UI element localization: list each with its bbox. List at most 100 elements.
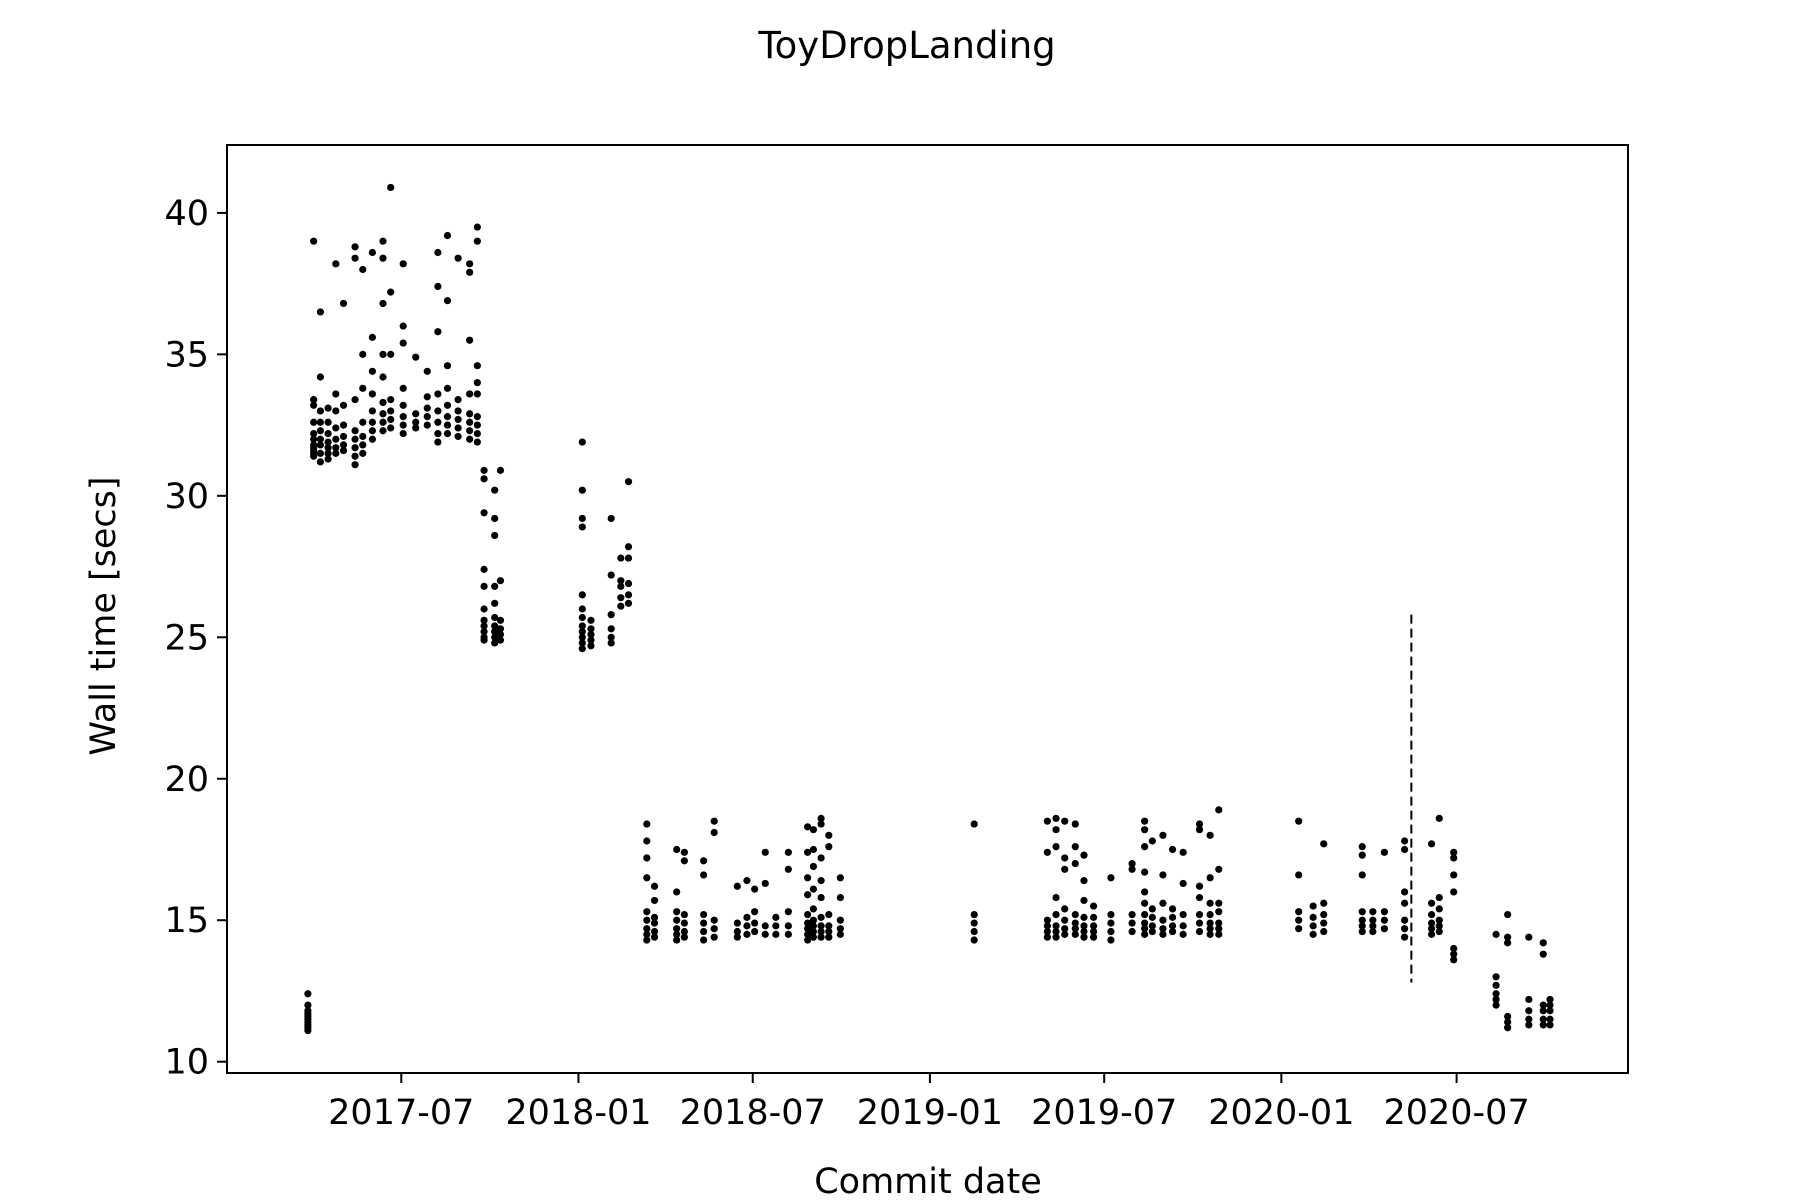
data-point — [443, 362, 452, 370]
data-point — [817, 893, 825, 902]
y-tick-label: 25 — [164, 618, 209, 658]
data-point — [443, 231, 452, 240]
data-point — [1427, 925, 1436, 933]
data-point — [578, 438, 586, 446]
data-point — [466, 268, 474, 276]
data-point — [480, 616, 488, 624]
data-point — [836, 925, 844, 933]
data-point — [379, 410, 387, 418]
data-point — [480, 509, 488, 517]
data-point — [316, 441, 324, 449]
data-point — [607, 514, 615, 523]
data-point — [700, 910, 708, 919]
data-point — [368, 248, 376, 257]
data-point — [434, 328, 442, 336]
data-point — [1141, 930, 1149, 938]
y-tick-label: 30 — [164, 477, 209, 517]
data-point — [1148, 837, 1156, 845]
data-point — [399, 384, 407, 392]
data-point — [1215, 930, 1223, 938]
data-point — [809, 845, 817, 854]
data-point — [1179, 922, 1187, 930]
data-point — [1539, 950, 1547, 958]
data-point — [423, 393, 431, 401]
data-point — [368, 333, 376, 341]
chart-title: ToyDropLanding — [757, 24, 1055, 67]
data-point — [1369, 922, 1377, 930]
data-point — [434, 438, 442, 446]
data-point — [480, 565, 488, 573]
data-point — [1369, 927, 1377, 936]
data-point — [643, 930, 651, 938]
data-point — [412, 410, 420, 418]
data-point — [1168, 927, 1177, 936]
data-point — [1401, 916, 1409, 924]
data-point — [473, 421, 481, 429]
data-point — [339, 441, 348, 449]
data-point — [1179, 910, 1187, 919]
data-point — [387, 288, 395, 296]
data-point — [466, 336, 474, 344]
data-point — [1215, 908, 1223, 916]
data-point — [1309, 913, 1317, 921]
data-point — [1358, 922, 1366, 930]
data-point — [351, 254, 359, 262]
data-point — [825, 922, 833, 930]
data-point — [1358, 916, 1366, 924]
data-point — [1080, 927, 1088, 936]
data-point — [1043, 922, 1051, 930]
data-point — [643, 820, 651, 828]
data-point — [578, 613, 586, 622]
data-point — [351, 435, 359, 443]
data-point — [809, 922, 817, 930]
data-point — [587, 616, 595, 624]
data-point — [443, 384, 452, 392]
data-point — [443, 401, 452, 409]
data-point — [434, 407, 442, 415]
data-point — [1295, 817, 1303, 825]
data-point — [1539, 1021, 1547, 1029]
data-point — [1052, 826, 1060, 834]
data-point — [1148, 905, 1156, 913]
data-point — [1206, 899, 1214, 907]
data-point — [1071, 930, 1079, 938]
data-point — [1215, 806, 1223, 814]
data-point — [1206, 831, 1214, 839]
data-point — [496, 466, 505, 474]
data-point — [1148, 927, 1156, 936]
data-point — [1546, 995, 1554, 1004]
data-point — [1195, 919, 1204, 927]
data-point — [1168, 845, 1177, 854]
data-point — [1061, 905, 1069, 913]
data-point — [970, 936, 978, 944]
data-point — [1358, 871, 1366, 879]
data-point — [332, 390, 340, 398]
data-point — [617, 582, 625, 590]
data-point — [624, 599, 633, 607]
data-point — [1052, 910, 1060, 919]
data-point — [700, 919, 708, 927]
data-point — [316, 308, 324, 316]
data-point — [359, 441, 367, 449]
data-point — [772, 913, 780, 921]
data-point — [399, 339, 407, 347]
data-point — [1128, 919, 1136, 927]
data-point — [733, 882, 741, 890]
data-point — [751, 908, 759, 916]
data-point — [680, 848, 688, 856]
data-point — [650, 913, 659, 921]
data-point — [332, 424, 340, 432]
data-point — [784, 865, 792, 873]
data-point — [1401, 925, 1409, 933]
data-point — [809, 826, 817, 834]
data-point — [1206, 919, 1214, 927]
data-point — [443, 421, 452, 429]
data-point — [1492, 981, 1500, 989]
data-point — [1141, 826, 1149, 834]
data-point — [970, 927, 978, 936]
data-point — [412, 418, 420, 426]
data-point — [733, 927, 741, 936]
data-point — [310, 441, 318, 449]
data-point — [423, 413, 431, 421]
data-point — [1159, 871, 1167, 879]
